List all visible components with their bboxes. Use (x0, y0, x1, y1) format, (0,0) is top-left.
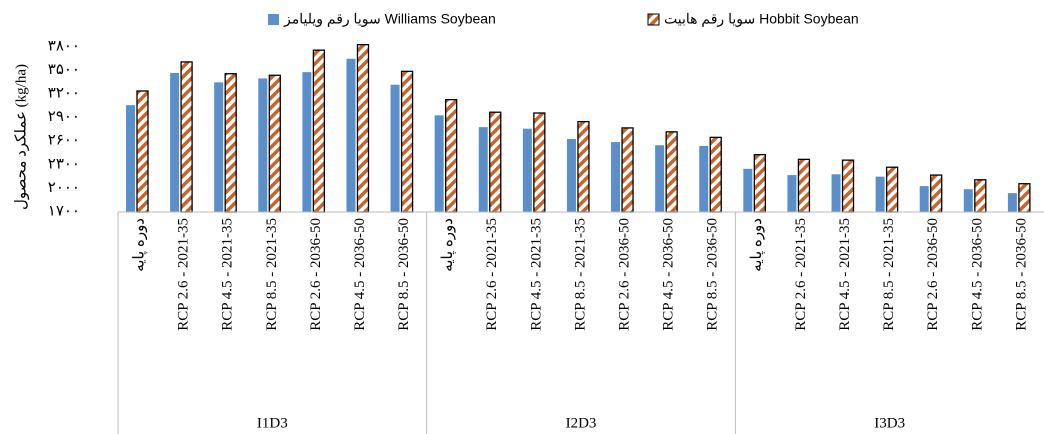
bar (919, 186, 929, 212)
bar (885, 166, 899, 213)
bar (566, 138, 576, 212)
bar (709, 136, 722, 213)
bar (577, 120, 590, 213)
bar (611, 142, 621, 212)
x-tick-label: RCP 2.6 - 2021-35 (176, 218, 192, 331)
bar (126, 105, 135, 212)
x-tick-label: RCP 4.5 - 2036-50 (661, 218, 677, 331)
bar (753, 153, 766, 213)
bar (170, 72, 180, 212)
bar (665, 131, 678, 213)
group-label: I1D3 (257, 415, 288, 431)
bar (1007, 193, 1017, 212)
bar (478, 127, 488, 212)
x-tick-label: RCP 8.5 - 2036-50 (396, 218, 412, 331)
bar (655, 145, 665, 212)
y-tick-label: ۲۶۰۰ (48, 133, 80, 149)
y-tick-label: ۱۷۰۰ (48, 203, 80, 219)
y-tick-label: ۲۹۰۰ (48, 109, 80, 125)
bar (930, 174, 943, 213)
x-tick-label: دوره پایه (131, 218, 147, 272)
bar (312, 49, 326, 213)
legend-label: سویا رقم ویلیامز Williams Soybean (283, 11, 496, 28)
group-label: I2D3 (566, 415, 597, 431)
y-tick-label: ۳۵۰۰ (48, 62, 80, 78)
legend-swatch (647, 13, 660, 26)
bar (258, 78, 268, 212)
bar (214, 82, 224, 212)
x-tick-label: RCP 8.5 - 2021-35 (881, 218, 897, 331)
legend-label: سویا رقم هابیت Hobbit Soybean (664, 11, 859, 28)
group-label: I3D3 (874, 415, 905, 431)
x-tick-label: RCP 2.6 - 2036-50 (308, 218, 324, 331)
bar (489, 111, 502, 213)
x-tick-label: دوره پایه (749, 218, 765, 272)
bar (390, 84, 400, 212)
bar (797, 158, 811, 213)
x-tick-label: RCP 2.6 - 2036-50 (925, 218, 941, 331)
x-tick-label: RCP 8.5 - 2036-50 (1013, 218, 1029, 331)
bar (356, 43, 370, 213)
x-tick-label: RCP 2.6 - 2021-35 (484, 218, 500, 331)
bar (963, 189, 973, 212)
legend-swatch (268, 14, 279, 25)
x-tick-label: RCP 2.6 - 2036-50 (617, 218, 633, 331)
x-tick-label: RCP 4.5 - 2021-35 (528, 218, 544, 331)
x-tick-label: RCP 4.5 - 2021-35 (837, 218, 853, 331)
bar (533, 112, 546, 213)
x-tick-label: دوره پایه (440, 218, 456, 272)
bar (434, 115, 444, 212)
bar (699, 146, 709, 212)
bar (224, 73, 237, 213)
bar (831, 174, 841, 212)
x-tick-label: RCP 8.5 - 2021-35 (264, 218, 280, 331)
bar (841, 159, 855, 213)
y-tick-label: ۳۸۰۰ (48, 38, 80, 54)
x-tick-label: RCP 4.5 - 2036-50 (969, 218, 985, 331)
bar (621, 127, 634, 213)
bar (400, 70, 414, 213)
bar (522, 128, 532, 212)
y-tick-label: ۲۳۰۰ (48, 156, 80, 172)
bar (743, 168, 753, 212)
bar (302, 72, 312, 213)
bar (136, 90, 149, 213)
bar (875, 176, 885, 212)
y-tick-label: ۳۲۰۰ (48, 86, 80, 102)
bar (445, 98, 458, 213)
y-axis-label: عملکرد محصول (kg/ha) (13, 64, 29, 210)
x-tick-label: RCP 4.5 - 2036-50 (352, 218, 368, 331)
bar (1018, 183, 1031, 213)
x-tick-label: RCP 8.5 - 2036-50 (705, 218, 721, 331)
bar (974, 179, 987, 213)
bar (787, 175, 797, 212)
x-tick-label: RCP 4.5 - 2021-35 (220, 218, 236, 331)
bar (180, 61, 193, 213)
bar (346, 58, 356, 213)
bar (268, 74, 281, 213)
y-tick-label: ۲۰۰۰ (48, 180, 80, 196)
x-tick-label: RCP 8.5 - 2021-35 (572, 218, 588, 331)
x-tick-label: RCP 2.6 - 2021-35 (793, 218, 809, 331)
